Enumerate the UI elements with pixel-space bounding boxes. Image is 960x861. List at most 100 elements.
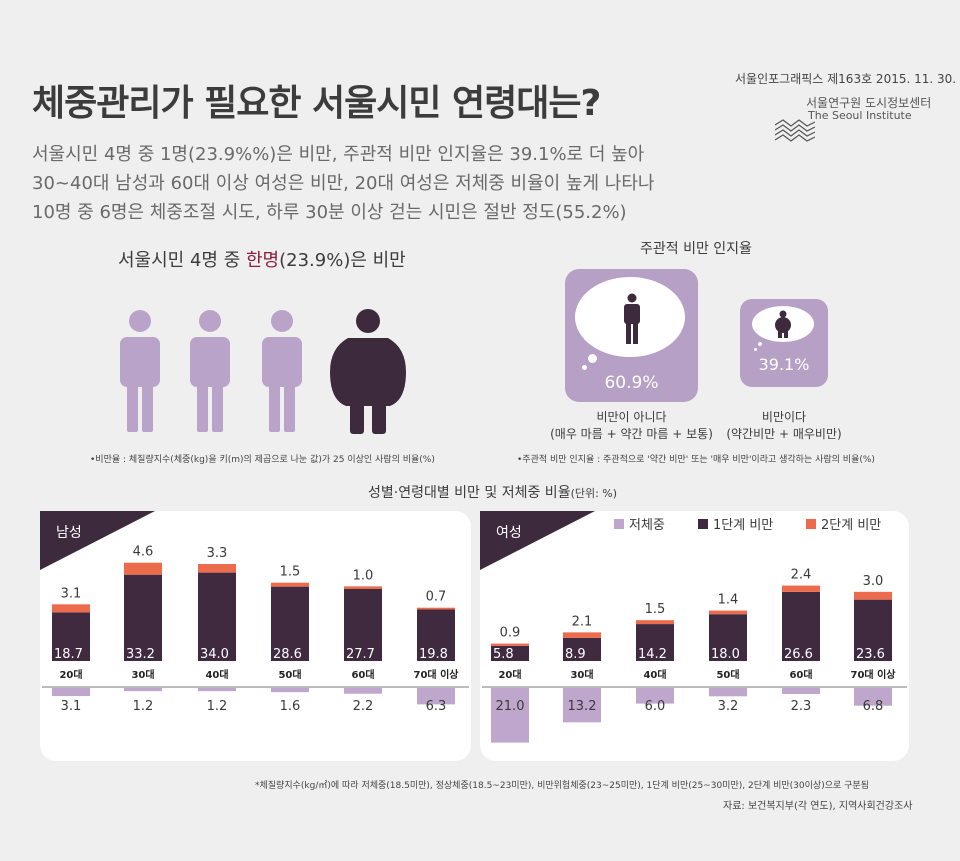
- label-obese2: 1.5: [645, 602, 666, 617]
- legend-label: 저체중: [629, 518, 665, 533]
- label-underweight: 6.3: [426, 699, 447, 714]
- category-label: 20대: [498, 668, 521, 681]
- category-label: 20대: [59, 668, 82, 681]
- bar-obese1: [709, 614, 747, 661]
- female-panel-label: 여성: [496, 525, 522, 541]
- bar-obese1: [636, 624, 674, 661]
- legend-swatch: [806, 519, 816, 529]
- bar-obese2: [52, 604, 90, 613]
- label-obese1: 27.7: [346, 647, 375, 662]
- label-underweight: 2.3: [791, 699, 812, 714]
- category-label: 60대: [789, 668, 812, 681]
- institute-logo-icon: [775, 119, 815, 142]
- not-obese-box: 60.9%: [565, 269, 698, 402]
- label-obese2: 3.0: [863, 574, 884, 589]
- bar-obese2: [854, 591, 892, 600]
- bar-obese2: [417, 607, 455, 610]
- not-obese-value: 60.9%: [604, 373, 659, 393]
- legend-label: 2단계 비만: [821, 518, 881, 533]
- category-label: 50대: [278, 668, 301, 681]
- publication-info: 서울인포그래픽스 제163호 2015. 11. 30.: [735, 72, 957, 86]
- perception-graphic: 60.9% 39.1% 비만이 아니다 (매우 마름 + 약간 마름 + 보통)…: [550, 262, 900, 452]
- label-underweight: 1.6: [280, 699, 301, 714]
- not-obese-label-2: (매우 마름 + 약간 마름 + 보통): [550, 427, 713, 441]
- chart-title-text: 성별·연령대별 비만 및 저체중 비율: [368, 485, 571, 501]
- male-panel-label: 남성: [56, 525, 82, 541]
- category-label: 70대 이상: [414, 668, 460, 681]
- label-obese1: 23.6: [856, 647, 885, 662]
- bar-obese2: [782, 585, 820, 592]
- bar-obese1: [491, 645, 529, 661]
- bar-underweight: [344, 688, 382, 694]
- bar-obese2: [491, 643, 529, 646]
- label-obese2: 2.1: [572, 614, 593, 629]
- obesity-heading-post: (23.9%)은 비만: [279, 250, 406, 271]
- bar-obese1: [124, 574, 162, 661]
- page-title: 체중관리가 필요한 서울시민 연령대는?: [32, 83, 601, 124]
- bar-underweight: [52, 688, 90, 697]
- obesity-footnote: •비만율 : 체질량지수(체중(kg)을 키(m)의 제곱으로 나눈 값)가 2…: [90, 455, 435, 465]
- obese-label-1: 비만이다: [761, 410, 807, 424]
- bar-underweight: [271, 688, 309, 693]
- category-label: 40대: [643, 668, 666, 681]
- bar-obese1: [344, 588, 382, 661]
- bar-underweight: [491, 688, 529, 743]
- bar-obese2: [198, 564, 236, 573]
- female-panel: [480, 511, 909, 761]
- category-label: 50대: [716, 668, 739, 681]
- bar-obese1: [563, 637, 601, 661]
- bar-obese1: [271, 586, 309, 661]
- bar-obese1: [52, 612, 90, 661]
- slim-person-icon: [624, 293, 640, 344]
- label-obese2: 0.9: [500, 626, 521, 641]
- label-underweight: 2.2: [353, 699, 374, 714]
- population-figures: [120, 309, 406, 434]
- bar-obese2: [636, 620, 674, 625]
- label-obese1: 18.7: [54, 647, 83, 662]
- label-obese1: 34.0: [200, 647, 229, 662]
- bar-obese2: [709, 610, 747, 615]
- label-obese1: 19.8: [419, 647, 448, 662]
- institute-name-ko: 서울연구원 도시정보센터: [806, 96, 932, 110]
- summary-line-1: 서울시민 4명 중 1명(23.9%%)은 비만, 주관적 비만 인지율은 39…: [32, 144, 645, 165]
- label-obese2: 1.4: [718, 593, 739, 608]
- bar-underweight: [854, 688, 892, 706]
- label-underweight: 1.2: [207, 699, 228, 714]
- bar-obese1: [782, 591, 820, 661]
- bar-obese2: [563, 632, 601, 638]
- institute-name-en: The Seoul Institute: [808, 109, 912, 122]
- perception-footnote: •주관적 비만 인지율 : 주관적으로 '약간 비만' 또는 '매우 비만'이라…: [517, 455, 875, 465]
- bar-obese2: [271, 582, 309, 587]
- label-obese1: 8.9: [565, 647, 586, 662]
- obese-box: 39.1%: [740, 299, 828, 387]
- obese-value: 39.1%: [758, 355, 810, 374]
- label-obese2: 1.0: [353, 568, 374, 583]
- label-obese2: 3.1: [61, 586, 82, 601]
- label-obese1: 5.8: [493, 647, 514, 662]
- category-label: 40대: [205, 668, 228, 681]
- label-underweight: 3.1: [61, 699, 82, 714]
- label-underweight: 13.2: [568, 699, 597, 714]
- bar-underweight: [563, 688, 601, 723]
- bar-underweight: [417, 688, 455, 705]
- male-panel-tab: [40, 511, 155, 570]
- obese-label-2: (약간비만 + 매우비만): [726, 427, 842, 441]
- label-obese2: 3.3: [207, 546, 228, 561]
- person-icon: [262, 310, 302, 432]
- category-label: 30대: [570, 668, 593, 681]
- person-icon: [120, 310, 160, 432]
- obesity-heading-highlight: 한명: [245, 250, 280, 271]
- label-underweight: 21.0: [496, 699, 525, 714]
- bar-underweight: [782, 688, 820, 694]
- obese-label: 비만이다 (약간비만 + 매우비만): [724, 408, 844, 442]
- chart-title: 성별·연령대별 비만 및 저체중 비율(단위: %): [368, 482, 617, 502]
- label-obese1: 18.0: [711, 647, 740, 662]
- bmi-scale-note: *체질량지수(kg/㎡)에 따라 저체중(18.5미만), 정상체중(18.5~…: [255, 781, 869, 791]
- legend-swatch: [698, 519, 708, 529]
- category-label: 30대: [131, 668, 154, 681]
- obesity-heading-pre: 서울시민 4명 중: [118, 250, 246, 271]
- label-obese2: 1.5: [280, 565, 301, 580]
- obese-person-small-icon: [775, 310, 791, 338]
- bar-obese1: [417, 609, 455, 661]
